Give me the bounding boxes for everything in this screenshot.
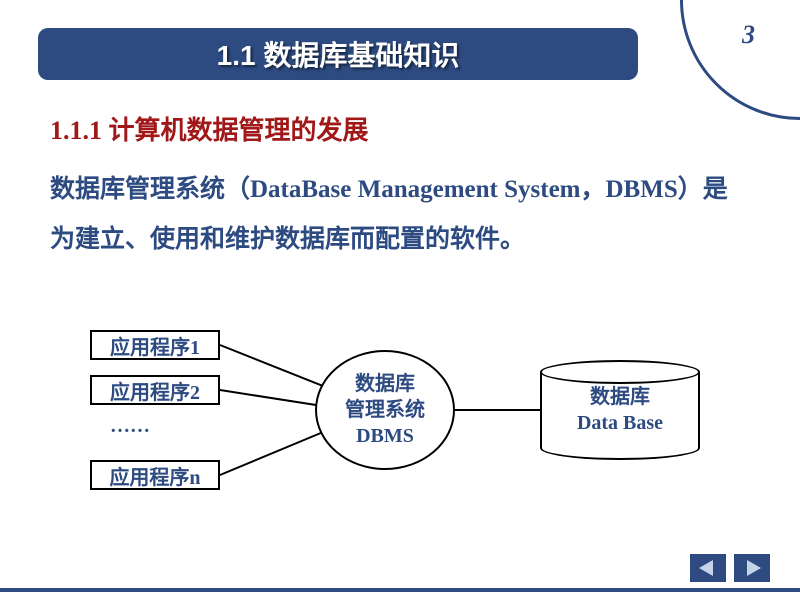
- app-box-2: 应用程序2: [90, 375, 220, 405]
- footer-line: [0, 588, 800, 592]
- db-line1: 数据库: [590, 384, 650, 410]
- db-line2: Data Base: [577, 410, 663, 436]
- nav-buttons: [690, 554, 770, 582]
- body-paragraph: 数据库管理系统（DataBase Management System，DBMS）…: [50, 165, 750, 265]
- title-bar: 1.1 数据库基础知识: [38, 28, 638, 80]
- dbms-line3: DBMS: [356, 423, 414, 449]
- prev-button[interactable]: [690, 554, 726, 582]
- dbms-line1: 数据库: [355, 371, 415, 397]
- dbms-diagram: 应用程序1 应用程序2 …… 应用程序n 数据库 管理系统 DBMS 数据库 D…: [70, 330, 750, 510]
- app-box-n: 应用程序n: [90, 460, 220, 490]
- dbms-node: 数据库 管理系统 DBMS: [315, 350, 455, 470]
- database-node: 数据库 Data Base: [540, 360, 700, 460]
- dbms-line2: 管理系统: [345, 397, 425, 423]
- page-number: 3: [742, 20, 755, 50]
- section-heading: 1.1.1 计算机数据管理的发展: [50, 110, 369, 147]
- app-ellipsis: ……: [110, 415, 240, 438]
- corner-decoration: [680, 0, 800, 120]
- next-button[interactable]: [734, 554, 770, 582]
- app-box-1: 应用程序1: [90, 330, 220, 360]
- cylinder-top: [540, 360, 700, 384]
- title-text: 1.1 数据库基础知识: [217, 34, 460, 74]
